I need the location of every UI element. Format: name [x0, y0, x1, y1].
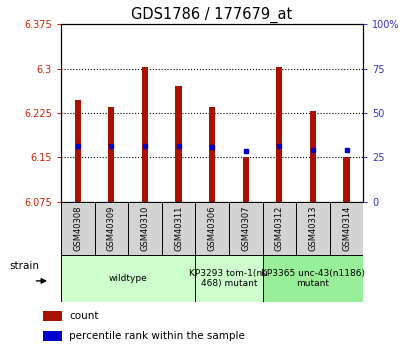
FancyBboxPatch shape [61, 202, 94, 255]
Text: GSM40310: GSM40310 [140, 206, 150, 251]
FancyBboxPatch shape [229, 202, 262, 255]
FancyBboxPatch shape [330, 202, 363, 255]
Bar [209, 107, 215, 202]
Text: GSM40312: GSM40312 [275, 206, 284, 251]
FancyBboxPatch shape [162, 202, 195, 255]
Text: GSM40314: GSM40314 [342, 206, 351, 251]
Bar [43, 332, 62, 341]
Bar [243, 157, 249, 202]
Bar [75, 100, 81, 202]
Text: GSM40309: GSM40309 [107, 206, 116, 251]
Text: wildtype: wildtype [109, 274, 147, 283]
Text: GSM40311: GSM40311 [174, 206, 183, 251]
Text: GSM40306: GSM40306 [207, 206, 217, 251]
FancyBboxPatch shape [195, 255, 262, 302]
FancyBboxPatch shape [195, 202, 229, 255]
Bar [142, 67, 148, 202]
Bar [176, 86, 181, 202]
Text: count: count [69, 311, 99, 321]
Text: GSM40313: GSM40313 [308, 206, 318, 251]
Bar [344, 157, 349, 202]
FancyBboxPatch shape [262, 202, 296, 255]
Bar [276, 67, 282, 202]
FancyBboxPatch shape [128, 202, 162, 255]
FancyBboxPatch shape [94, 202, 128, 255]
FancyBboxPatch shape [61, 255, 195, 302]
Title: GDS1786 / 177679_at: GDS1786 / 177679_at [131, 7, 293, 23]
Bar [43, 311, 62, 321]
Bar [108, 107, 114, 202]
Text: GSM40307: GSM40307 [241, 206, 250, 251]
Text: percentile rank within the sample: percentile rank within the sample [69, 332, 245, 342]
Text: strain: strain [9, 260, 39, 270]
FancyBboxPatch shape [296, 202, 330, 255]
FancyBboxPatch shape [262, 255, 363, 302]
Text: KP3365 unc-43(n1186)
mutant: KP3365 unc-43(n1186) mutant [261, 269, 365, 288]
Text: KP3293 tom-1(nu
468) mutant: KP3293 tom-1(nu 468) mutant [189, 269, 268, 288]
Bar [310, 111, 316, 202]
Text: GSM40308: GSM40308 [73, 206, 82, 251]
